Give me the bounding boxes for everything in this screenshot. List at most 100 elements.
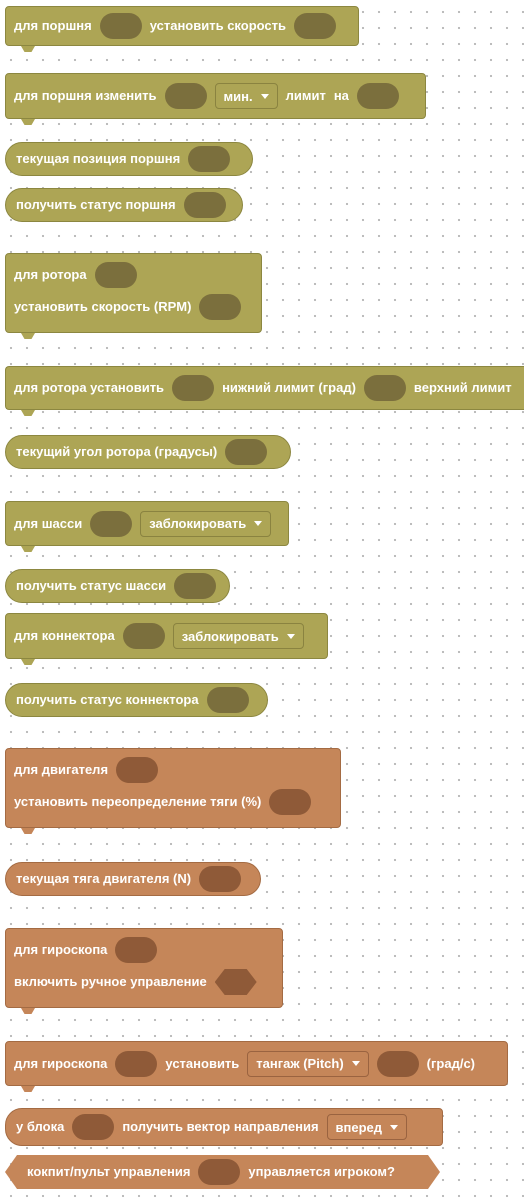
lock-action-dropdown[interactable]: заблокировать — [140, 510, 272, 537]
thruster-set-override-block[interactable]: для двигателя установить переопределение… — [5, 748, 341, 828]
piston-input-slot[interactable] — [164, 83, 207, 109]
lower-limit-input-slot[interactable] — [363, 375, 406, 401]
block-label: нижний лимит (град) — [222, 380, 356, 395]
block-label: установить скорость — [149, 18, 287, 33]
chassis-lock-block[interactable]: для шасси заблокировать — [5, 501, 289, 546]
rotor-set-limits-block[interactable]: для ротора установить нижний лимит (град… — [5, 366, 524, 410]
lock-action-dropdown[interactable]: заблокировать — [172, 623, 304, 649]
block-row: для гироскопа — [14, 935, 158, 965]
block-notch — [21, 659, 35, 665]
block-label: получить статус коннектора — [16, 692, 199, 707]
limit-type-dropdown[interactable]: мин. — [214, 83, 278, 109]
direction-dropdown[interactable]: вперед — [326, 1114, 408, 1140]
block-notch — [21, 546, 35, 552]
block-notch — [21, 46, 35, 52]
block-label: получить вектор направления — [122, 1119, 319, 1134]
block-notch — [21, 1086, 35, 1092]
axis-dropdown[interactable]: тангаж (Pitch) — [247, 1050, 369, 1077]
connector-status-reporter[interactable]: получить статус коннектора — [5, 683, 268, 717]
gyro-input-slot[interactable] — [115, 937, 158, 963]
block-label: верхний лимит — [413, 380, 512, 395]
block-label: установить скорость (RPM) — [14, 299, 192, 314]
dropdown-value: мин. — [223, 88, 253, 104]
block-label: для гироскопа — [14, 1055, 108, 1071]
chevron-down-icon — [260, 93, 269, 99]
rotor-set-rpm-block[interactable]: для ротора установить скорость (RPM) — [5, 253, 262, 333]
chassis-input-slot[interactable] — [174, 573, 217, 599]
block-row: установить переопределение тяги (%) — [14, 787, 312, 817]
chevron-down-icon — [286, 633, 295, 639]
chassis-input-slot[interactable] — [90, 510, 133, 537]
block-label: для ротора — [14, 267, 87, 282]
piston-input-slot[interactable] — [99, 13, 142, 39]
block-label: (град/с) — [426, 1055, 476, 1071]
block-label: для ротора установить — [14, 380, 165, 395]
block-notch — [21, 410, 35, 416]
block-label: установить переопределение тяги (%) — [14, 794, 262, 809]
value-input-slot[interactable] — [356, 83, 399, 109]
cockpit-input-slot[interactable] — [198, 1159, 240, 1185]
block-direction-vector-reporter[interactable]: у блока получить вектор направления впер… — [5, 1108, 443, 1146]
rpm-input-slot[interactable] — [199, 294, 242, 320]
chassis-status-reporter[interactable]: получить статус шасси — [5, 569, 230, 603]
connector-input-slot[interactable] — [206, 687, 249, 713]
block-row: включить ручное управление — [14, 967, 257, 997]
block-notch — [21, 1008, 35, 1014]
block-label: управляется игроком? — [248, 1164, 395, 1179]
rotor-input-slot[interactable] — [94, 262, 137, 288]
chevron-down-icon — [390, 1124, 399, 1130]
rotor-input-slot[interactable] — [172, 375, 215, 401]
piston-position-reporter[interactable]: текущая позиция поршня — [5, 142, 253, 176]
block-notch — [21, 119, 35, 125]
block-row: для ротора — [14, 260, 137, 290]
piston-status-reporter[interactable]: получить статус поршня — [5, 188, 243, 222]
override-input-slot[interactable] — [269, 789, 312, 815]
block-label: текущая позиция поршня — [16, 151, 181, 166]
connector-lock-block[interactable]: для коннектора заблокировать — [5, 613, 328, 659]
thruster-current-reporter[interactable]: текущая тяга двигателя (N) — [5, 862, 261, 896]
piston-input-slot[interactable] — [188, 146, 231, 172]
rate-input-slot[interactable] — [376, 1050, 419, 1077]
block-input-slot[interactable] — [72, 1114, 115, 1140]
piston-set-speed-block[interactable]: для поршня установить скорость — [5, 6, 359, 46]
dropdown-value: заблокировать — [181, 628, 279, 644]
chevron-down-icon — [254, 521, 263, 526]
gyro-input-slot[interactable] — [115, 1050, 158, 1077]
block-notch — [21, 828, 35, 834]
block-row: установить скорость (RPM) — [14, 292, 242, 322]
dropdown-value: тангаж (Pitch) — [256, 1056, 344, 1071]
block-label: лимит — [285, 88, 326, 103]
block-label: на — [333, 88, 349, 103]
piston-change-limit-block[interactable]: для поршня изменить мин. лимит на — [5, 73, 426, 119]
dropdown-value: заблокировать — [149, 516, 247, 531]
thruster-input-slot[interactable] — [116, 757, 159, 783]
block-label: получить статус шасси — [16, 578, 167, 593]
dropdown-value: вперед — [335, 1119, 383, 1135]
block-label: для коннектора — [14, 628, 115, 643]
block-notch — [21, 333, 35, 339]
boolean-input-slot[interactable] — [215, 969, 257, 995]
block-label: текущий угол ротора (градусы) — [16, 444, 218, 459]
rotor-input-slot[interactable] — [225, 439, 268, 465]
gyro-manual-control-block[interactable]: для гироскопа включить ручное управление — [5, 928, 283, 1008]
block-label: для гироскопа — [14, 942, 108, 957]
block-label: кокпит/пульт управления — [27, 1164, 191, 1179]
cockpit-player-controlled-boolean[interactable]: кокпит/пульт управления управляется игро… — [5, 1155, 440, 1189]
block-label: у блока — [16, 1119, 65, 1134]
connector-input-slot[interactable] — [122, 623, 165, 649]
block-label: включить ручное управление — [14, 974, 207, 989]
rotor-angle-reporter[interactable]: текущий угол ротора (градусы) — [5, 435, 291, 469]
gyro-set-rate-block[interactable]: для гироскопа установить тангаж (Pitch) … — [5, 1041, 508, 1086]
block-label: получить статус поршня — [16, 197, 176, 212]
speed-input-slot[interactable] — [294, 13, 337, 39]
block-label: установить — [165, 1055, 240, 1071]
block-label: для поршня — [14, 18, 92, 33]
thruster-input-slot[interactable] — [199, 866, 242, 892]
block-label: текущая тяга двигателя (N) — [16, 871, 192, 886]
block-label: для поршня изменить — [14, 88, 157, 103]
piston-input-slot[interactable] — [183, 192, 226, 218]
block-label: для шасси — [14, 515, 83, 531]
chevron-down-icon — [351, 1061, 360, 1066]
block-label: для двигателя — [14, 762, 109, 777]
